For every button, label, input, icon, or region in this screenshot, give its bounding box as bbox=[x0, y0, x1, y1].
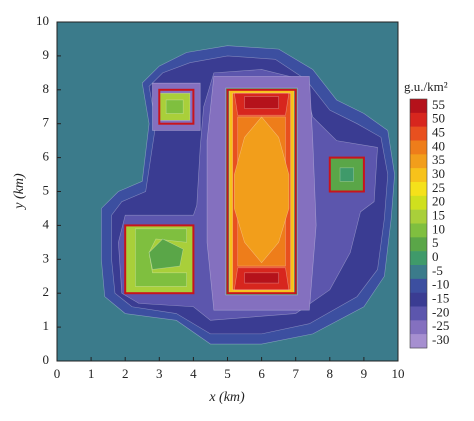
y-tick-label: 8 bbox=[43, 81, 50, 96]
y-tick-label: 0 bbox=[43, 352, 50, 367]
x-tick-label: 4 bbox=[190, 366, 197, 381]
colorbar-label: 20 bbox=[432, 194, 445, 209]
colorbar-swatch bbox=[410, 154, 427, 169]
colorbar-swatch bbox=[410, 126, 427, 141]
x-axis-label: x (km) bbox=[208, 390, 245, 405]
y-tick-label: 4 bbox=[43, 216, 50, 231]
y-tick-label: 9 bbox=[43, 47, 50, 62]
contour-region bbox=[148, 238, 184, 270]
colorbar-label: -15 bbox=[432, 291, 449, 306]
contour-region bbox=[244, 96, 279, 109]
colorbar-label: 45 bbox=[432, 125, 445, 140]
y-axis-label: y (km) bbox=[12, 173, 27, 211]
x-tick-label: 0 bbox=[54, 366, 61, 381]
colorbar-label: -30 bbox=[432, 332, 449, 347]
colorbar-swatch bbox=[410, 168, 427, 183]
colorbar-label: -20 bbox=[432, 304, 449, 319]
x-tick-label: 5 bbox=[224, 366, 231, 381]
y-tick-label: 7 bbox=[43, 115, 50, 130]
colorbar-label: 15 bbox=[432, 208, 445, 223]
x-tick-label: 7 bbox=[292, 366, 299, 381]
source-box bbox=[328, 156, 365, 193]
contour-region bbox=[244, 272, 279, 284]
colorbar-swatch bbox=[410, 237, 427, 252]
colorbar-swatch bbox=[410, 99, 427, 114]
colorbar-label: 30 bbox=[432, 166, 445, 181]
source-box bbox=[226, 88, 297, 295]
contour-region bbox=[234, 116, 290, 264]
contour-region bbox=[339, 167, 354, 182]
colorbar-swatch bbox=[410, 223, 427, 238]
x-tick-label: 2 bbox=[122, 366, 129, 381]
colorbar-label: 55 bbox=[432, 97, 445, 112]
colorbar-swatch bbox=[410, 112, 427, 127]
contour-region bbox=[165, 99, 184, 114]
colorbar-swatch bbox=[410, 278, 427, 293]
colorbar-swatch bbox=[410, 306, 427, 321]
colorbar-label: 0 bbox=[432, 249, 439, 264]
y-tick-label: 6 bbox=[43, 149, 50, 164]
colorbar-swatch bbox=[410, 292, 427, 307]
y-tick-label: 1 bbox=[43, 318, 50, 333]
colorbar-swatch bbox=[410, 195, 427, 210]
y-tick-label: 2 bbox=[43, 284, 50, 299]
colorbar-label: -25 bbox=[432, 318, 449, 333]
colorbar-swatch bbox=[410, 209, 427, 224]
y-tick-label: 10 bbox=[36, 13, 49, 28]
y-tick-label: 3 bbox=[43, 250, 50, 265]
colorbar-label: 50 bbox=[432, 111, 445, 126]
colorbar-swatch bbox=[410, 265, 427, 280]
colorbar-label: 40 bbox=[432, 138, 445, 153]
y-tick-label: 5 bbox=[43, 182, 50, 197]
x-tick-label: 6 bbox=[258, 366, 265, 381]
colorbar-title: g.u./km² bbox=[404, 79, 448, 94]
colorbar-swatch bbox=[410, 251, 427, 266]
x-tick-label: 1 bbox=[88, 366, 95, 381]
source-box bbox=[124, 224, 195, 295]
x-tick-label: 9 bbox=[361, 366, 368, 381]
source-box bbox=[158, 88, 195, 125]
colorbar-label: 10 bbox=[432, 221, 445, 236]
colorbar-frame bbox=[409, 98, 428, 349]
colorbar-label: 5 bbox=[432, 235, 439, 250]
colorbar-label: -10 bbox=[432, 277, 449, 292]
colorbar-swatch bbox=[410, 334, 427, 349]
colorbar-label: 25 bbox=[432, 180, 445, 195]
colorbar-swatch bbox=[410, 320, 427, 335]
colorbar-swatch bbox=[410, 182, 427, 197]
contour-region bbox=[135, 228, 187, 287]
x-tick-label: 3 bbox=[156, 366, 163, 381]
x-tick-label: 10 bbox=[392, 366, 405, 381]
colorbar-label: -5 bbox=[432, 263, 443, 278]
colorbar-label: 35 bbox=[432, 152, 445, 167]
x-tick-label: 8 bbox=[327, 366, 334, 381]
colorbar-swatch bbox=[410, 140, 427, 155]
